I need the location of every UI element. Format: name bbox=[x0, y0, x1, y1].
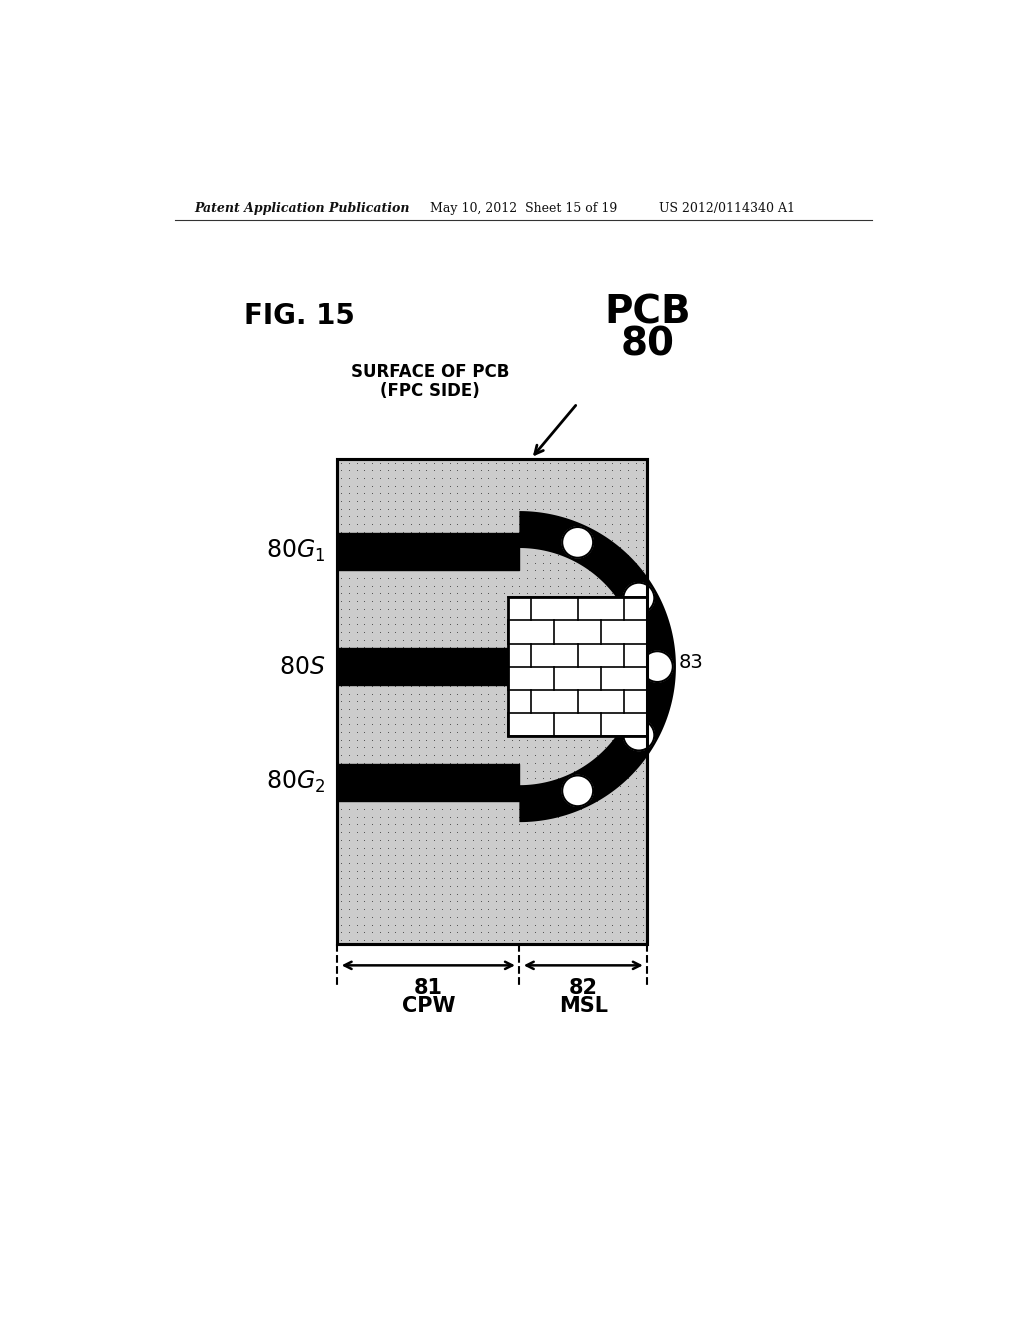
Text: 82: 82 bbox=[568, 978, 598, 998]
Circle shape bbox=[562, 527, 593, 558]
Text: MSL: MSL bbox=[559, 997, 608, 1016]
Text: US 2012/0114340 A1: US 2012/0114340 A1 bbox=[658, 202, 795, 215]
Text: 83: 83 bbox=[678, 653, 703, 672]
Text: Patent Application Publication: Patent Application Publication bbox=[194, 202, 410, 215]
Circle shape bbox=[642, 651, 673, 682]
Bar bbox=[337, 459, 647, 944]
Circle shape bbox=[624, 582, 654, 614]
Text: 81: 81 bbox=[414, 978, 442, 998]
Bar bbox=[508, 597, 647, 737]
Text: $80G_2$: $80G_2$ bbox=[266, 770, 326, 795]
Polygon shape bbox=[519, 511, 676, 822]
Text: SURFACE OF PCB: SURFACE OF PCB bbox=[351, 363, 509, 380]
Text: May 10, 2012  Sheet 15 of 19: May 10, 2012 Sheet 15 of 19 bbox=[430, 202, 617, 215]
Polygon shape bbox=[519, 647, 539, 686]
Text: (FPC SIDE): (FPC SIDE) bbox=[380, 381, 480, 400]
Text: PCB: PCB bbox=[604, 293, 690, 331]
Text: $80S$: $80S$ bbox=[280, 655, 326, 678]
Circle shape bbox=[624, 719, 654, 751]
Circle shape bbox=[562, 775, 593, 807]
Text: $80G_1$: $80G_1$ bbox=[266, 539, 326, 564]
Bar bbox=[337, 459, 647, 944]
Text: FIG. 15: FIG. 15 bbox=[245, 302, 355, 330]
Text: CPW: CPW bbox=[401, 997, 455, 1016]
Text: 80: 80 bbox=[621, 326, 674, 364]
